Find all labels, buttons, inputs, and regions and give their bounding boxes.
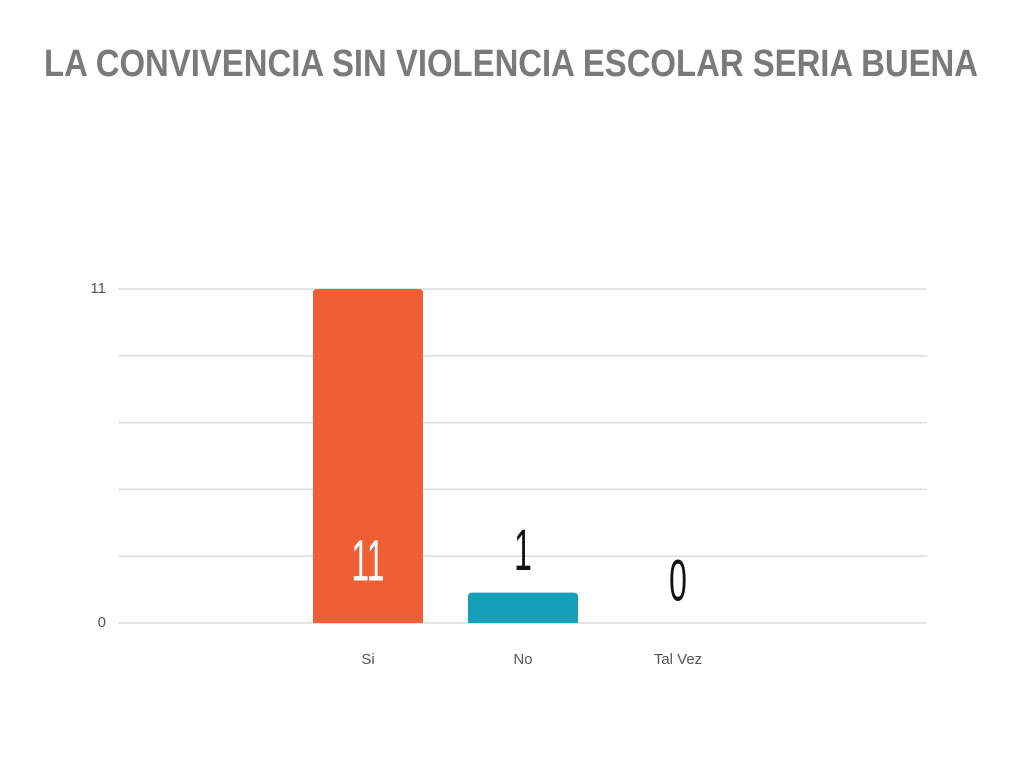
- bar: [313, 289, 423, 623]
- data-label: 0: [669, 548, 687, 612]
- chart-title: LA CONVIVENCIA SIN VIOLENCIA ESCOLAR SER…: [44, 43, 978, 85]
- y-tick-label: 11: [90, 280, 106, 297]
- x-tick-label: No: [513, 651, 532, 668]
- x-tick-label: Tal Vez: [654, 651, 702, 668]
- bar: [468, 592, 578, 623]
- y-tick-label: 0: [98, 614, 106, 631]
- data-label: 11: [351, 528, 384, 592]
- x-tick-label: Si: [361, 651, 374, 668]
- data-label: 1: [514, 518, 532, 582]
